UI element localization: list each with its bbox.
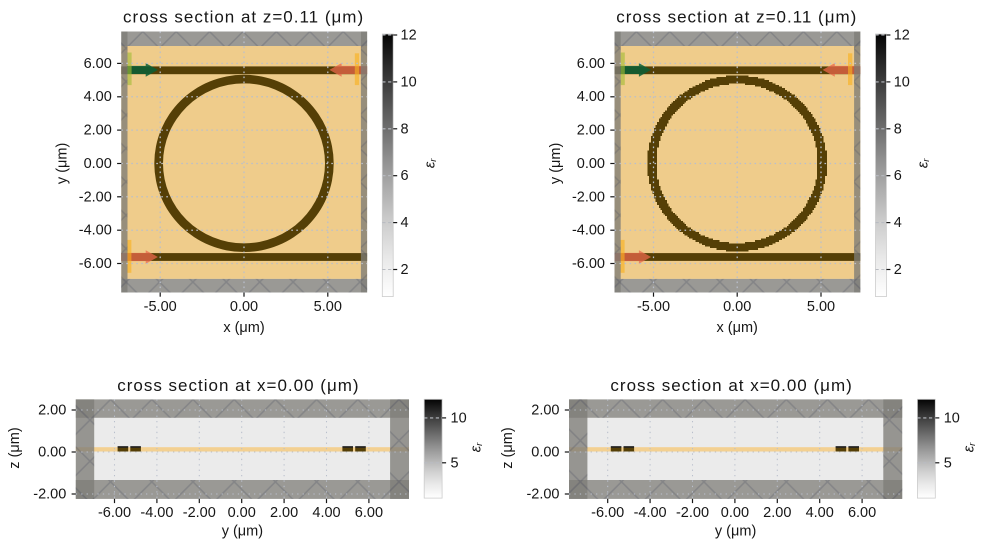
svg-text:4.00: 4.00 [84,89,112,105]
svg-text:4: 4 [894,215,902,231]
svg-text:2: 2 [401,262,409,278]
svg-text:0.00: 0.00 [577,156,605,172]
svg-text:4.00: 4.00 [577,89,605,105]
svg-text:0.00: 0.00 [531,445,559,461]
svg-text:εr: εr [423,158,439,168]
svg-text:6.00: 6.00 [355,505,383,521]
svg-text:-6.00: -6.00 [98,505,131,521]
svg-text:y (μm): y (μm) [55,143,71,184]
svg-text:cross section at z=0.11 (μm): cross section at z=0.11 (μm) [616,8,857,27]
svg-text:y (μm): y (μm) [222,523,263,539]
svg-text:0.00: 0.00 [84,156,112,172]
svg-text:8: 8 [401,121,409,137]
svg-text:-2.00: -2.00 [33,487,66,503]
svg-text:2.00: 2.00 [270,505,298,521]
svg-text:2.00: 2.00 [763,505,791,521]
svg-text:εr: εr [962,442,978,452]
svg-text:10: 10 [451,410,467,426]
svg-text:4: 4 [401,215,409,231]
svg-text:z (μm): z (μm) [7,427,23,468]
svg-text:-5.00: -5.00 [144,299,177,315]
svg-text:10: 10 [894,74,910,90]
svg-text:4.00: 4.00 [806,505,834,521]
svg-text:6: 6 [401,168,409,184]
svg-text:-2.00: -2.00 [526,487,559,503]
svg-text:z (μm): z (μm) [500,427,516,468]
svg-text:2: 2 [894,262,902,278]
svg-text:5.00: 5.00 [807,299,835,315]
svg-text:-6.00: -6.00 [572,256,605,272]
svg-text:-2.00: -2.00 [79,189,112,205]
svg-text:-4.00: -4.00 [79,223,112,239]
svg-text:2.00: 2.00 [38,403,66,419]
svg-text:x (μm): x (μm) [223,320,264,336]
svg-text:εr: εr [469,442,485,452]
svg-text:-6.00: -6.00 [79,256,112,272]
svg-text:y (μm): y (μm) [715,523,756,539]
svg-text:εr: εr [916,158,932,168]
svg-text:0.00: 0.00 [230,299,258,315]
svg-text:2.00: 2.00 [531,403,559,419]
svg-text:6: 6 [894,168,902,184]
svg-text:cross section at x=0.00 (μm): cross section at x=0.00 (μm) [610,376,852,395]
svg-text:cross section at x=0.00 (μm): cross section at x=0.00 (μm) [117,376,359,395]
svg-text:5: 5 [944,455,952,471]
svg-text:-2.00: -2.00 [572,189,605,205]
svg-text:-4.00: -4.00 [140,505,173,521]
svg-text:0.00: 0.00 [723,299,751,315]
svg-text:12: 12 [401,28,417,44]
svg-text:10: 10 [944,410,960,426]
svg-text:-5.00: -5.00 [637,299,670,315]
svg-text:2.00: 2.00 [84,123,112,139]
svg-text:5.00: 5.00 [314,299,342,315]
svg-text:y (μm): y (μm) [548,143,564,184]
svg-text:6.00: 6.00 [84,56,112,72]
svg-text:-4.00: -4.00 [572,223,605,239]
svg-text:x (μm): x (μm) [717,320,758,336]
svg-text:2.00: 2.00 [577,123,605,139]
svg-text:0.00: 0.00 [38,445,66,461]
svg-text:5: 5 [451,455,459,471]
svg-text:0.00: 0.00 [228,505,256,521]
svg-text:6.00: 6.00 [848,505,876,521]
svg-text:12: 12 [894,28,910,44]
svg-text:-6.00: -6.00 [591,505,624,521]
svg-text:-2.00: -2.00 [183,505,216,521]
svg-text:0.00: 0.00 [721,505,749,521]
svg-text:4.00: 4.00 [312,505,340,521]
svg-text:6.00: 6.00 [577,56,605,72]
svg-text:cross section at z=0.11 (μm): cross section at z=0.11 (μm) [123,8,364,27]
svg-text:10: 10 [401,74,417,90]
svg-text:8: 8 [894,121,902,137]
svg-text:-2.00: -2.00 [676,505,709,521]
svg-text:-4.00: -4.00 [634,505,667,521]
